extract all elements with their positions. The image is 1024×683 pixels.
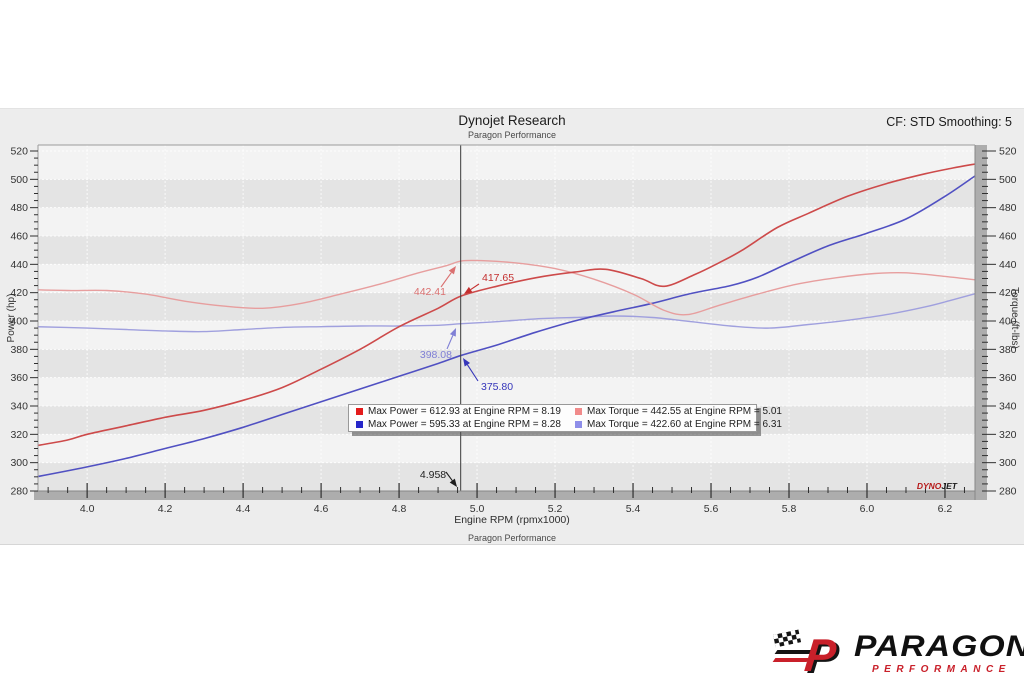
- svg-text:480: 480: [10, 202, 28, 214]
- svg-text:442.41: 442.41: [414, 286, 446, 298]
- svg-text:380: 380: [999, 344, 1017, 356]
- legend-label: Max Power = 595.33 at Engine RPM = 8.28: [368, 418, 561, 430]
- svg-text:5.6: 5.6: [704, 503, 719, 515]
- svg-text:500: 500: [999, 174, 1017, 186]
- svg-text:320: 320: [10, 429, 28, 441]
- series-power_run_1: [38, 163, 975, 447]
- logo-brand-text: PARAGON: [854, 630, 1024, 663]
- svg-text:360: 360: [999, 372, 1017, 384]
- svg-text:520: 520: [10, 146, 28, 158]
- svg-text:5.0: 5.0: [470, 503, 485, 515]
- legend-swatch: [356, 421, 363, 428]
- svg-text:5.8: 5.8: [782, 503, 797, 515]
- svg-text:280: 280: [10, 486, 28, 498]
- svg-text:398.08: 398.08: [420, 349, 452, 361]
- svg-text:520: 520: [999, 146, 1017, 158]
- legend-swatch: [575, 421, 582, 428]
- curves: [38, 163, 975, 478]
- svg-text:5.4: 5.4: [626, 503, 641, 515]
- series-power_run_2: [38, 174, 975, 478]
- svg-text:320: 320: [999, 429, 1017, 441]
- svg-text:420: 420: [10, 287, 28, 299]
- svg-text:420: 420: [999, 287, 1017, 299]
- annotation-4.958: 4.958: [420, 469, 457, 487]
- svg-text:340: 340: [999, 401, 1017, 413]
- legend-swatch: [575, 408, 582, 415]
- x-axis-title: Engine RPM (rpmx1000): [454, 514, 570, 526]
- legend-item: Max Torque = 422.60 at Engine RPM = 6.31: [575, 419, 782, 431]
- annotation-442.41: 442.41: [414, 266, 456, 298]
- legend-item: Max Power = 612.93 at Engine RPM = 8.19: [356, 406, 575, 418]
- svg-text:417.65: 417.65: [482, 272, 514, 284]
- checkered-flag-icon: [772, 629, 802, 648]
- paragon-p-mark: P P: [772, 628, 858, 683]
- svg-text:340: 340: [10, 401, 28, 413]
- series-torque_run_1: [38, 259, 975, 316]
- legend-box[interactable]: Max Power = 612.93 at Engine RPM = 8.19 M…: [348, 404, 782, 432]
- legend-label: Max Torque = 422.60 at Engine RPM = 6.31: [587, 418, 782, 430]
- legend-label: Max Torque = 442.55 at Engine RPM = 5.01: [587, 405, 782, 417]
- svg-text:300: 300: [10, 457, 28, 469]
- chart-footer: Paragon Performance: [467, 533, 557, 543]
- series-torque_run_2: [38, 292, 975, 333]
- svg-text:380: 380: [10, 344, 28, 356]
- svg-text:4.4: 4.4: [236, 503, 251, 515]
- annotation-375.80: 375.80: [463, 358, 513, 393]
- legend-item: Max Power = 595.33 at Engine RPM = 8.28: [356, 419, 575, 431]
- svg-text:360: 360: [10, 372, 28, 384]
- cf-smoothing-label: CF: STD Smoothing: 5: [886, 115, 1012, 129]
- svg-text:480: 480: [999, 202, 1017, 214]
- chart-title: Dynojet Research: [458, 113, 566, 128]
- svg-text:4.2: 4.2: [158, 503, 173, 515]
- dynojet-watermark: DYNOJET: [917, 481, 958, 491]
- annotation-398.08: 398.08: [420, 328, 456, 361]
- y-axis-title-right: Torque (ft-lbs): [1009, 287, 1020, 349]
- paragon-performance-logo: P P PARAGON PERFORMANCE: [772, 626, 1024, 683]
- logo-letter: P: [802, 629, 839, 681]
- svg-text:300: 300: [999, 457, 1017, 469]
- legend-label: Max Power = 612.93 at Engine RPM = 8.19: [368, 405, 561, 417]
- legend-swatch: [356, 408, 363, 415]
- svg-text:4.8: 4.8: [392, 503, 407, 515]
- svg-text:400: 400: [999, 316, 1017, 328]
- svg-text:6.0: 6.0: [860, 503, 875, 515]
- svg-text:4.958: 4.958: [420, 469, 446, 481]
- dyno-graph-panel: Dynojet Research Paragon Performance CF:…: [0, 108, 1024, 545]
- svg-text:440: 440: [999, 259, 1017, 271]
- svg-text:4.6: 4.6: [314, 503, 329, 515]
- dyno-chart: 4.0 4.2 4.4 4.6 4.8 5.0 5.2 5.4 5.6 5.8 6.0 6.2 280 2…: [6, 144, 1020, 515]
- svg-text:440: 440: [10, 259, 28, 271]
- legend-item: Max Torque = 442.55 at Engine RPM = 5.01: [575, 406, 782, 418]
- svg-text:280: 280: [999, 486, 1017, 498]
- logo-sub-text: PERFORMANCE: [872, 664, 1011, 675]
- svg-text:400: 400: [10, 316, 28, 328]
- chart-subtitle: Paragon Performance: [467, 130, 557, 140]
- y-axis-title-left: Power (hp): [6, 294, 17, 343]
- svg-text:500: 500: [10, 174, 28, 186]
- svg-text:375.80: 375.80: [481, 381, 513, 393]
- annotation-417.65: 417.65: [464, 272, 514, 294]
- svg-text:460: 460: [10, 231, 28, 243]
- svg-text:460: 460: [999, 231, 1017, 243]
- svg-text:5.2: 5.2: [548, 503, 563, 515]
- svg-text:4.0: 4.0: [80, 503, 95, 515]
- svg-text:6.2: 6.2: [938, 503, 953, 515]
